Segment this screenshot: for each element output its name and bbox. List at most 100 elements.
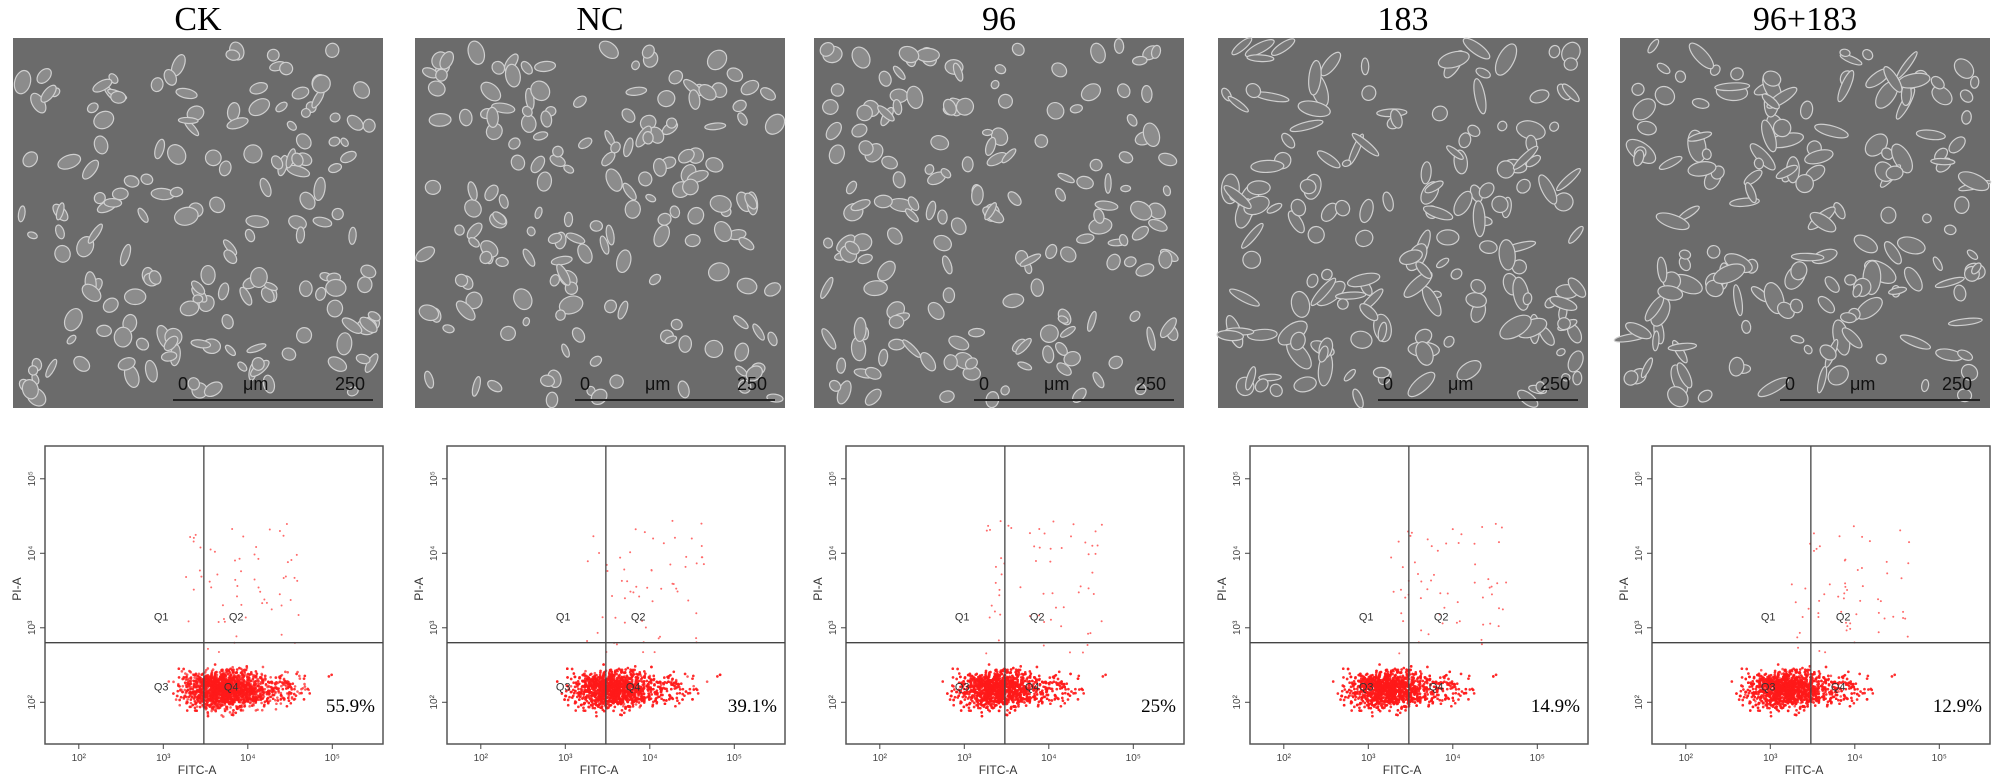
event-dot — [217, 688, 220, 692]
event-dot — [241, 672, 244, 676]
event-dot — [286, 561, 289, 564]
cell — [362, 118, 376, 133]
event-dot — [192, 679, 196, 683]
event-dot — [210, 586, 213, 589]
event-dot — [189, 701, 193, 705]
cell — [281, 347, 297, 361]
event-dot — [199, 546, 202, 549]
event-dot — [182, 667, 185, 671]
event-dot — [207, 678, 211, 682]
x-tick-label: 10³ — [156, 753, 171, 764]
event-dot — [289, 691, 293, 695]
event-dot — [245, 665, 249, 668]
event-dot — [237, 700, 241, 703]
scale-end: 250 — [335, 374, 365, 394]
event-dot — [295, 553, 298, 556]
event-dot — [286, 682, 289, 685]
event-dot — [230, 668, 234, 672]
event-dot — [188, 670, 192, 673]
event-dot — [253, 689, 256, 693]
event-dot — [279, 698, 283, 701]
event-dot — [241, 695, 245, 699]
event-dot — [247, 678, 250, 682]
scale-unit: μm — [645, 374, 670, 394]
event-dot — [215, 670, 218, 674]
x-tick-label: 10⁴ — [240, 753, 255, 764]
cell — [424, 179, 442, 195]
event-dot — [210, 671, 214, 674]
event-dot — [176, 689, 180, 693]
cell — [27, 365, 39, 376]
cell — [360, 264, 377, 279]
event-dot — [298, 677, 302, 680]
cell — [328, 163, 343, 174]
event-dot — [237, 697, 241, 700]
event-dot — [272, 693, 276, 697]
event-dot — [306, 687, 310, 691]
event-dot — [269, 695, 273, 699]
event-dot — [295, 672, 298, 676]
event-dot — [228, 694, 232, 698]
event-dot — [254, 679, 257, 683]
cell — [678, 335, 693, 353]
cell — [244, 228, 256, 243]
event-dot — [276, 687, 280, 691]
event-dot — [274, 676, 278, 679]
quadrant-label: Q3 — [154, 681, 169, 693]
cell — [249, 82, 268, 95]
event-dot — [303, 685, 307, 688]
event-dot — [237, 693, 241, 697]
event-dot — [257, 688, 261, 691]
event-dot — [231, 711, 235, 714]
event-dot — [229, 673, 233, 677]
cell — [260, 287, 275, 303]
event-dot — [252, 699, 255, 703]
cell — [248, 98, 271, 117]
event-dot — [248, 705, 251, 708]
event-dot — [244, 686, 247, 690]
cell — [22, 151, 39, 168]
cell — [428, 113, 452, 127]
event-dot — [210, 686, 214, 689]
event-dot — [254, 695, 258, 699]
cell — [237, 361, 248, 372]
cell — [204, 149, 222, 167]
event-dot — [626, 666, 630, 670]
event-dot — [261, 678, 265, 681]
event-dot — [213, 690, 216, 693]
event-dot — [263, 700, 267, 704]
event-dot — [214, 709, 218, 713]
event-dot — [246, 672, 250, 676]
event-dot — [278, 530, 281, 533]
y-axis-label: PI-A — [10, 577, 24, 600]
event-dot — [221, 604, 224, 607]
event-dot — [192, 685, 195, 688]
event-dot — [217, 651, 220, 654]
event-dot — [187, 685, 191, 688]
event-dot — [238, 557, 241, 560]
event-dot — [613, 705, 617, 709]
event-dot — [221, 694, 224, 698]
event-dot — [209, 548, 212, 551]
cell — [179, 300, 200, 317]
event-dot — [269, 680, 273, 684]
event-dot — [282, 677, 286, 681]
event-dot — [622, 704, 625, 708]
event-dot — [624, 668, 627, 671]
cell — [298, 280, 313, 298]
cell — [239, 286, 253, 306]
event-dot — [194, 672, 198, 676]
event-dot — [193, 709, 197, 712]
event-dot — [194, 690, 198, 693]
event-dot — [266, 701, 270, 705]
event-dot — [208, 683, 211, 687]
event-dot — [271, 686, 274, 690]
cell — [299, 191, 316, 210]
event-dot — [232, 708, 235, 712]
event-dot — [289, 599, 292, 602]
event-dot — [293, 685, 297, 688]
event-dot — [197, 689, 200, 693]
event-dot — [249, 701, 252, 704]
event-dot — [246, 690, 249, 694]
